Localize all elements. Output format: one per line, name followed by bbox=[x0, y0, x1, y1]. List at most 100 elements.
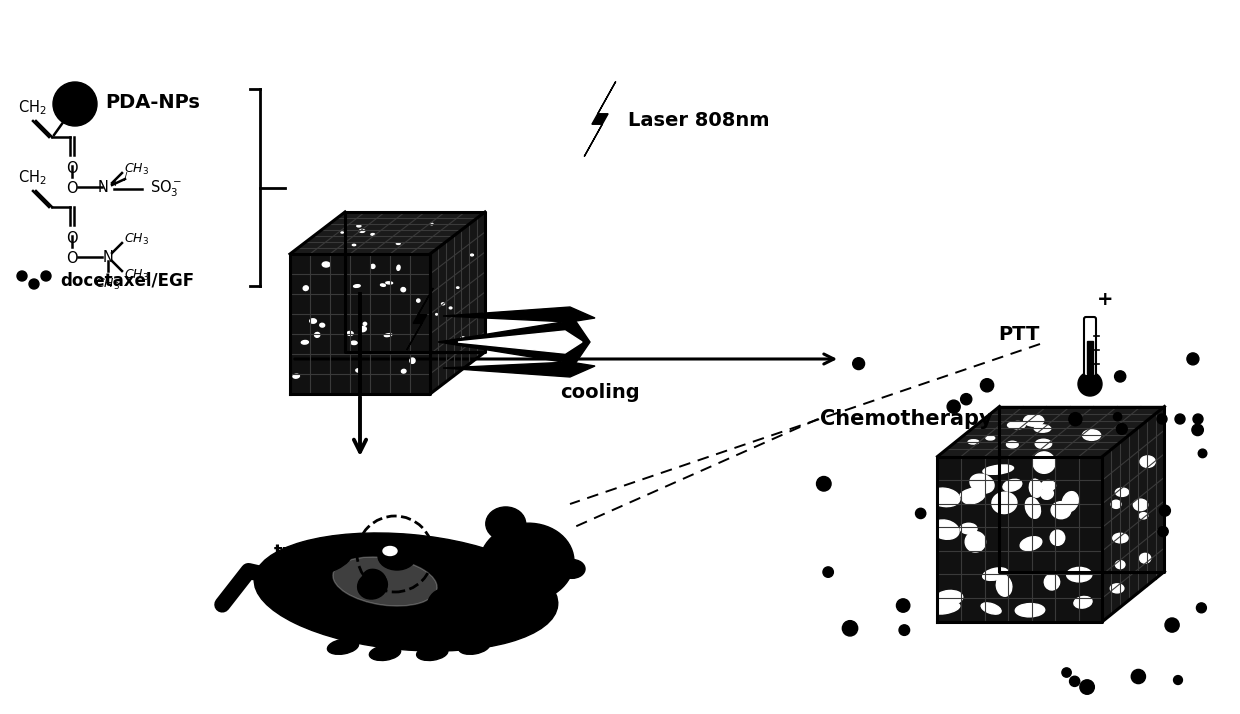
Text: SO$_3^-$: SO$_3^-$ bbox=[150, 178, 182, 199]
Text: O: O bbox=[66, 231, 78, 246]
Text: tumor: tumor bbox=[274, 543, 335, 561]
Ellipse shape bbox=[1116, 560, 1125, 568]
Circle shape bbox=[1158, 526, 1168, 537]
Circle shape bbox=[897, 599, 910, 612]
Text: CH$_3$: CH$_3$ bbox=[124, 161, 149, 176]
Ellipse shape bbox=[397, 243, 401, 244]
Ellipse shape bbox=[968, 440, 978, 444]
Text: CH$_3$: CH$_3$ bbox=[124, 231, 149, 246]
Text: N$^+$: N$^+$ bbox=[97, 178, 119, 196]
Text: CH$_2$: CH$_2$ bbox=[17, 99, 46, 117]
Polygon shape bbox=[1102, 406, 1164, 621]
Ellipse shape bbox=[1044, 574, 1060, 590]
Polygon shape bbox=[937, 406, 1164, 456]
Circle shape bbox=[1192, 424, 1203, 436]
Circle shape bbox=[1187, 353, 1199, 365]
Ellipse shape bbox=[341, 232, 343, 233]
Ellipse shape bbox=[430, 223, 433, 225]
Ellipse shape bbox=[1025, 498, 1040, 518]
Ellipse shape bbox=[301, 341, 309, 344]
Text: O: O bbox=[66, 161, 78, 176]
Ellipse shape bbox=[982, 568, 1008, 580]
Ellipse shape bbox=[363, 322, 367, 326]
Ellipse shape bbox=[417, 299, 420, 302]
Circle shape bbox=[1061, 668, 1071, 677]
Ellipse shape bbox=[322, 262, 330, 267]
Text: Chemotherapy: Chemotherapy bbox=[820, 409, 993, 429]
FancyBboxPatch shape bbox=[1084, 317, 1096, 376]
Ellipse shape bbox=[1042, 481, 1055, 491]
Ellipse shape bbox=[356, 369, 361, 372]
Ellipse shape bbox=[983, 465, 1013, 474]
Ellipse shape bbox=[960, 523, 977, 534]
Ellipse shape bbox=[254, 533, 558, 651]
Ellipse shape bbox=[1016, 603, 1045, 617]
Text: Laser 808nm: Laser 808nm bbox=[627, 111, 770, 129]
Ellipse shape bbox=[389, 548, 425, 566]
Text: CH$_3$: CH$_3$ bbox=[95, 277, 120, 292]
Polygon shape bbox=[458, 331, 582, 353]
Ellipse shape bbox=[327, 639, 358, 654]
Ellipse shape bbox=[449, 307, 451, 309]
Ellipse shape bbox=[986, 436, 994, 440]
Circle shape bbox=[961, 393, 972, 405]
Ellipse shape bbox=[1008, 422, 1019, 428]
Ellipse shape bbox=[1140, 553, 1151, 563]
Circle shape bbox=[853, 358, 864, 370]
Ellipse shape bbox=[357, 225, 361, 227]
Ellipse shape bbox=[1133, 499, 1148, 511]
Circle shape bbox=[1176, 414, 1185, 424]
Text: docetaxel/EGF: docetaxel/EGF bbox=[60, 271, 195, 289]
Circle shape bbox=[1173, 675, 1183, 685]
Ellipse shape bbox=[386, 282, 393, 284]
Ellipse shape bbox=[371, 233, 374, 235]
Circle shape bbox=[41, 271, 51, 281]
Circle shape bbox=[29, 279, 38, 289]
Circle shape bbox=[823, 567, 833, 578]
Ellipse shape bbox=[456, 287, 459, 288]
Ellipse shape bbox=[441, 303, 445, 305]
Circle shape bbox=[1080, 680, 1095, 694]
Circle shape bbox=[1114, 413, 1122, 421]
Circle shape bbox=[1166, 618, 1179, 632]
Ellipse shape bbox=[384, 333, 392, 336]
Ellipse shape bbox=[357, 573, 387, 599]
Ellipse shape bbox=[417, 645, 448, 660]
Ellipse shape bbox=[1110, 584, 1123, 593]
Circle shape bbox=[53, 82, 97, 126]
Ellipse shape bbox=[1116, 488, 1128, 496]
Ellipse shape bbox=[486, 507, 526, 540]
Text: CH$_3$: CH$_3$ bbox=[66, 102, 91, 117]
Circle shape bbox=[947, 400, 960, 413]
Ellipse shape bbox=[1063, 492, 1079, 511]
Ellipse shape bbox=[965, 532, 986, 552]
Ellipse shape bbox=[1140, 456, 1156, 468]
Ellipse shape bbox=[996, 575, 1012, 596]
Circle shape bbox=[1131, 670, 1146, 683]
Ellipse shape bbox=[409, 358, 415, 363]
Text: /: / bbox=[124, 172, 128, 182]
Ellipse shape bbox=[293, 374, 299, 378]
Ellipse shape bbox=[929, 488, 960, 507]
Ellipse shape bbox=[310, 318, 316, 323]
Ellipse shape bbox=[1024, 415, 1044, 426]
Ellipse shape bbox=[315, 333, 320, 337]
Ellipse shape bbox=[1140, 513, 1148, 519]
Ellipse shape bbox=[475, 315, 477, 317]
Text: PDA-NPs: PDA-NPs bbox=[105, 93, 200, 111]
Polygon shape bbox=[430, 212, 485, 394]
Ellipse shape bbox=[1050, 531, 1065, 545]
Circle shape bbox=[1193, 414, 1203, 424]
Text: O: O bbox=[66, 251, 78, 266]
Ellipse shape bbox=[397, 265, 401, 271]
Polygon shape bbox=[937, 456, 1102, 621]
Polygon shape bbox=[290, 212, 485, 254]
Ellipse shape bbox=[1021, 537, 1042, 550]
Circle shape bbox=[1159, 506, 1171, 516]
Ellipse shape bbox=[992, 492, 1017, 513]
Ellipse shape bbox=[463, 560, 494, 584]
Ellipse shape bbox=[371, 264, 374, 268]
Ellipse shape bbox=[320, 323, 325, 327]
Text: PTT: PTT bbox=[998, 324, 1040, 343]
Ellipse shape bbox=[461, 337, 465, 340]
